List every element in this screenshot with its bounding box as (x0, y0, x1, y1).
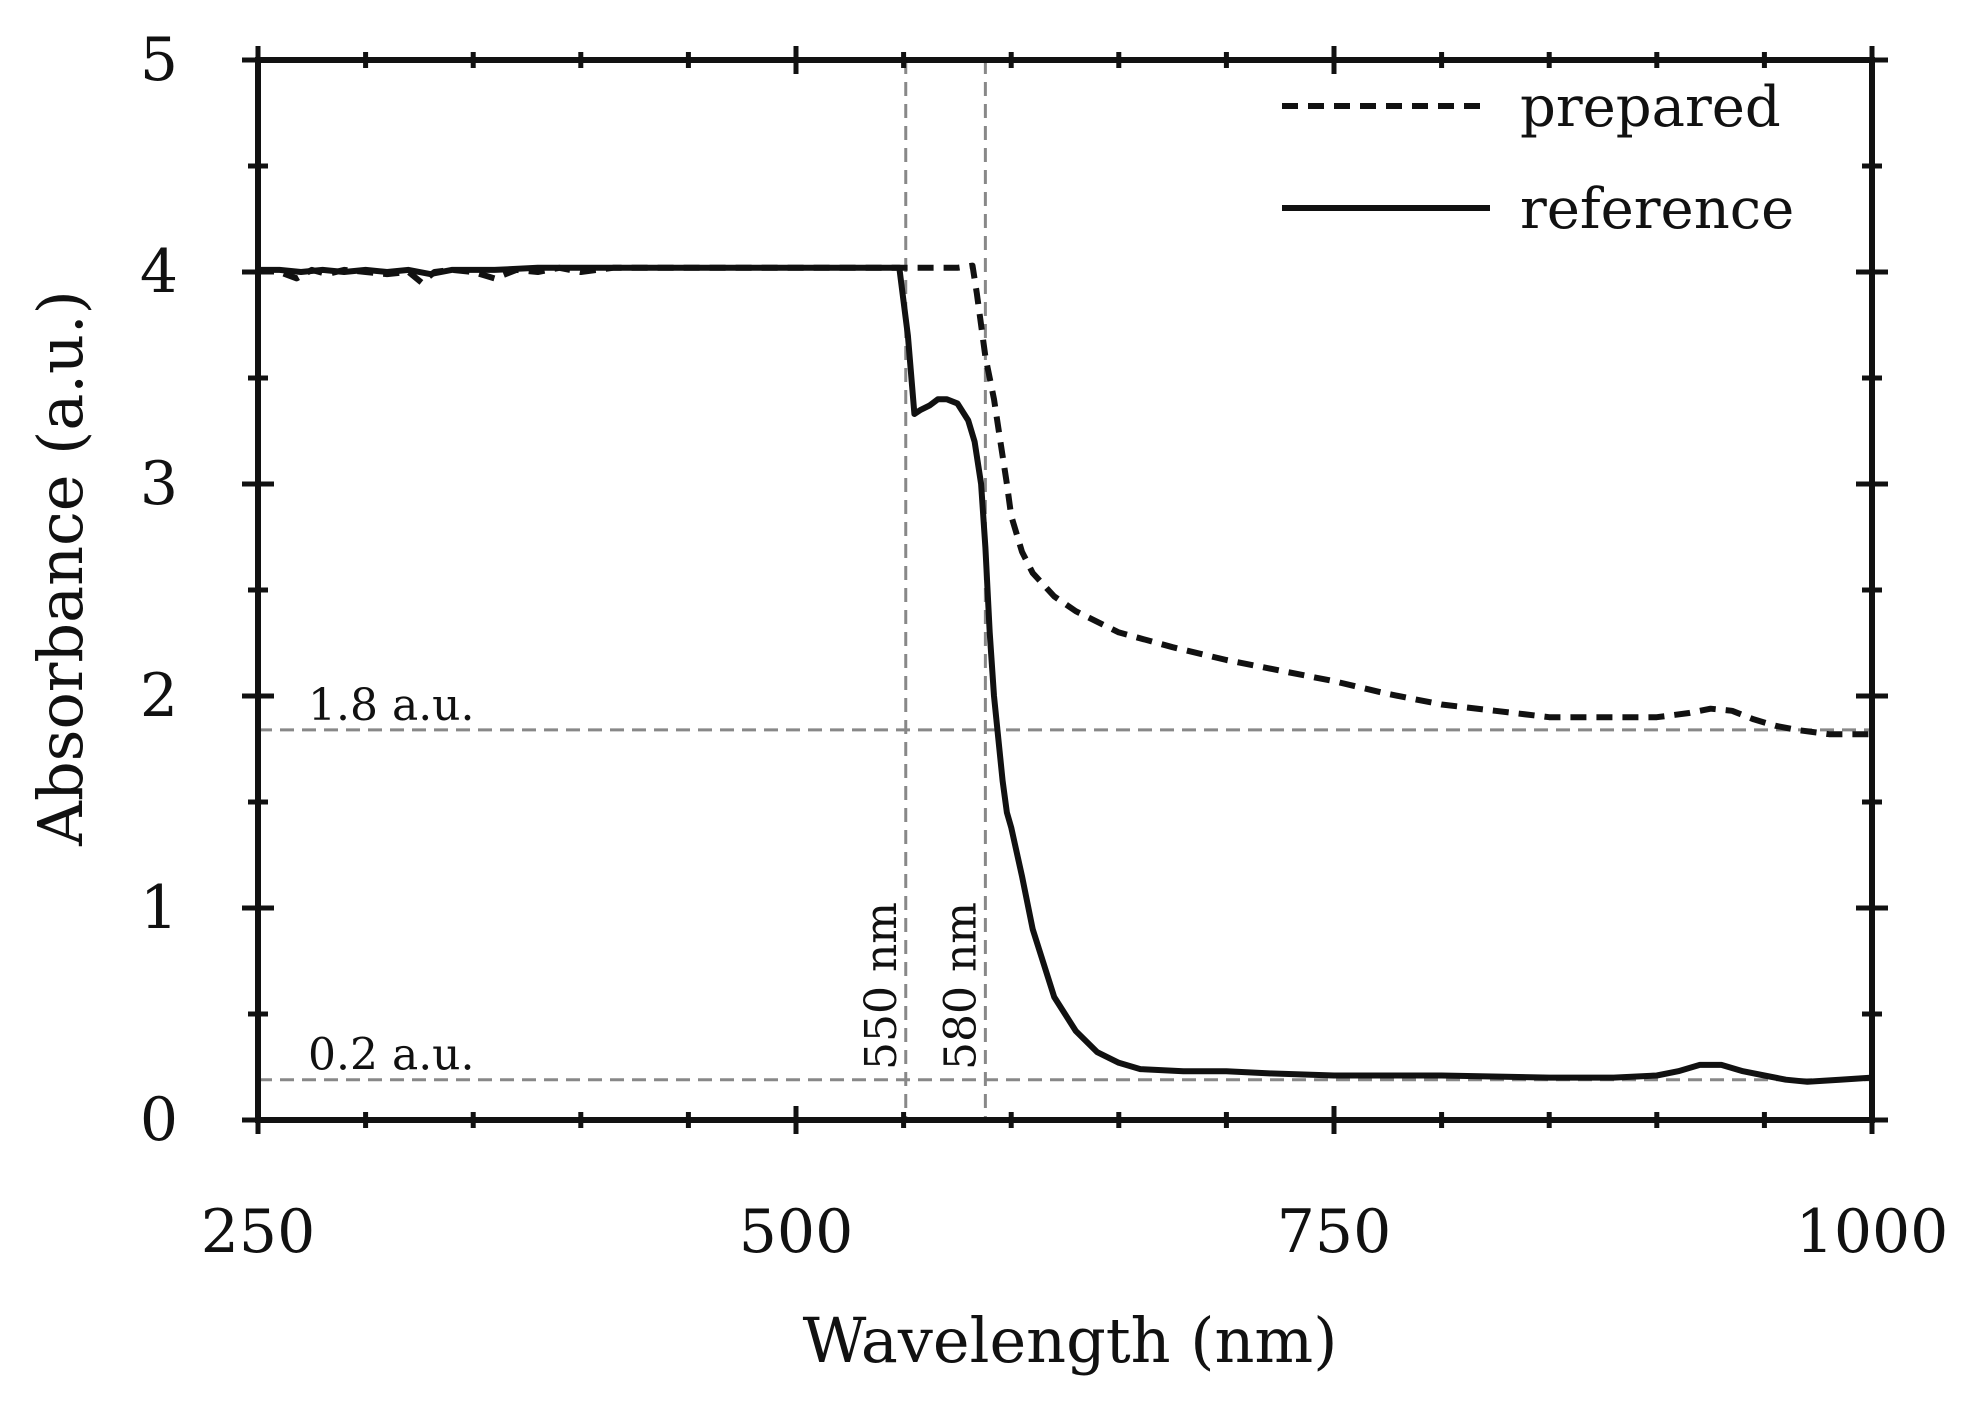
x-tick-label: 1000 (1796, 1197, 1949, 1267)
x-tick-label: 250 (201, 1197, 316, 1267)
y-tick-label: 4 (140, 237, 178, 307)
legend-label-prepared: prepared (1520, 75, 1781, 140)
axis-ticks (242, 46, 1888, 1134)
series-reference (258, 264, 1873, 1085)
legend-label-reference: reference (1520, 177, 1794, 242)
y-tick-label: 2 (140, 661, 178, 731)
x-tick-label: 500 (739, 1197, 854, 1267)
vline-label-0: 550 nm (856, 902, 907, 1070)
x-axis-title: Wavelength (nm) (803, 1304, 1338, 1377)
vline-label-1: 580 nm (935, 902, 986, 1070)
annotations: 1.8 a.u. 0.2 a.u. 550 nm 580 nm (308, 680, 986, 1081)
y-tick-label: 3 (140, 449, 178, 519)
tick-labels: 250 500 750 1000 0 1 2 3 4 5 (140, 25, 1949, 1267)
y-tick-label: 5 (140, 25, 178, 95)
y-tick-label: 0 (140, 1085, 178, 1155)
y-axis-title: Absorbance (a.u.) (24, 290, 97, 847)
hline-label-1: 0.2 a.u. (308, 1030, 475, 1081)
x-tick-label: 750 (1277, 1197, 1392, 1267)
hline-label-0: 1.8 a.u. (308, 680, 475, 731)
legend: prepared reference (1282, 75, 1794, 242)
series-prepared (257, 262, 1872, 738)
y-tick-label: 1 (140, 873, 178, 943)
series-layer (257, 262, 1873, 1085)
